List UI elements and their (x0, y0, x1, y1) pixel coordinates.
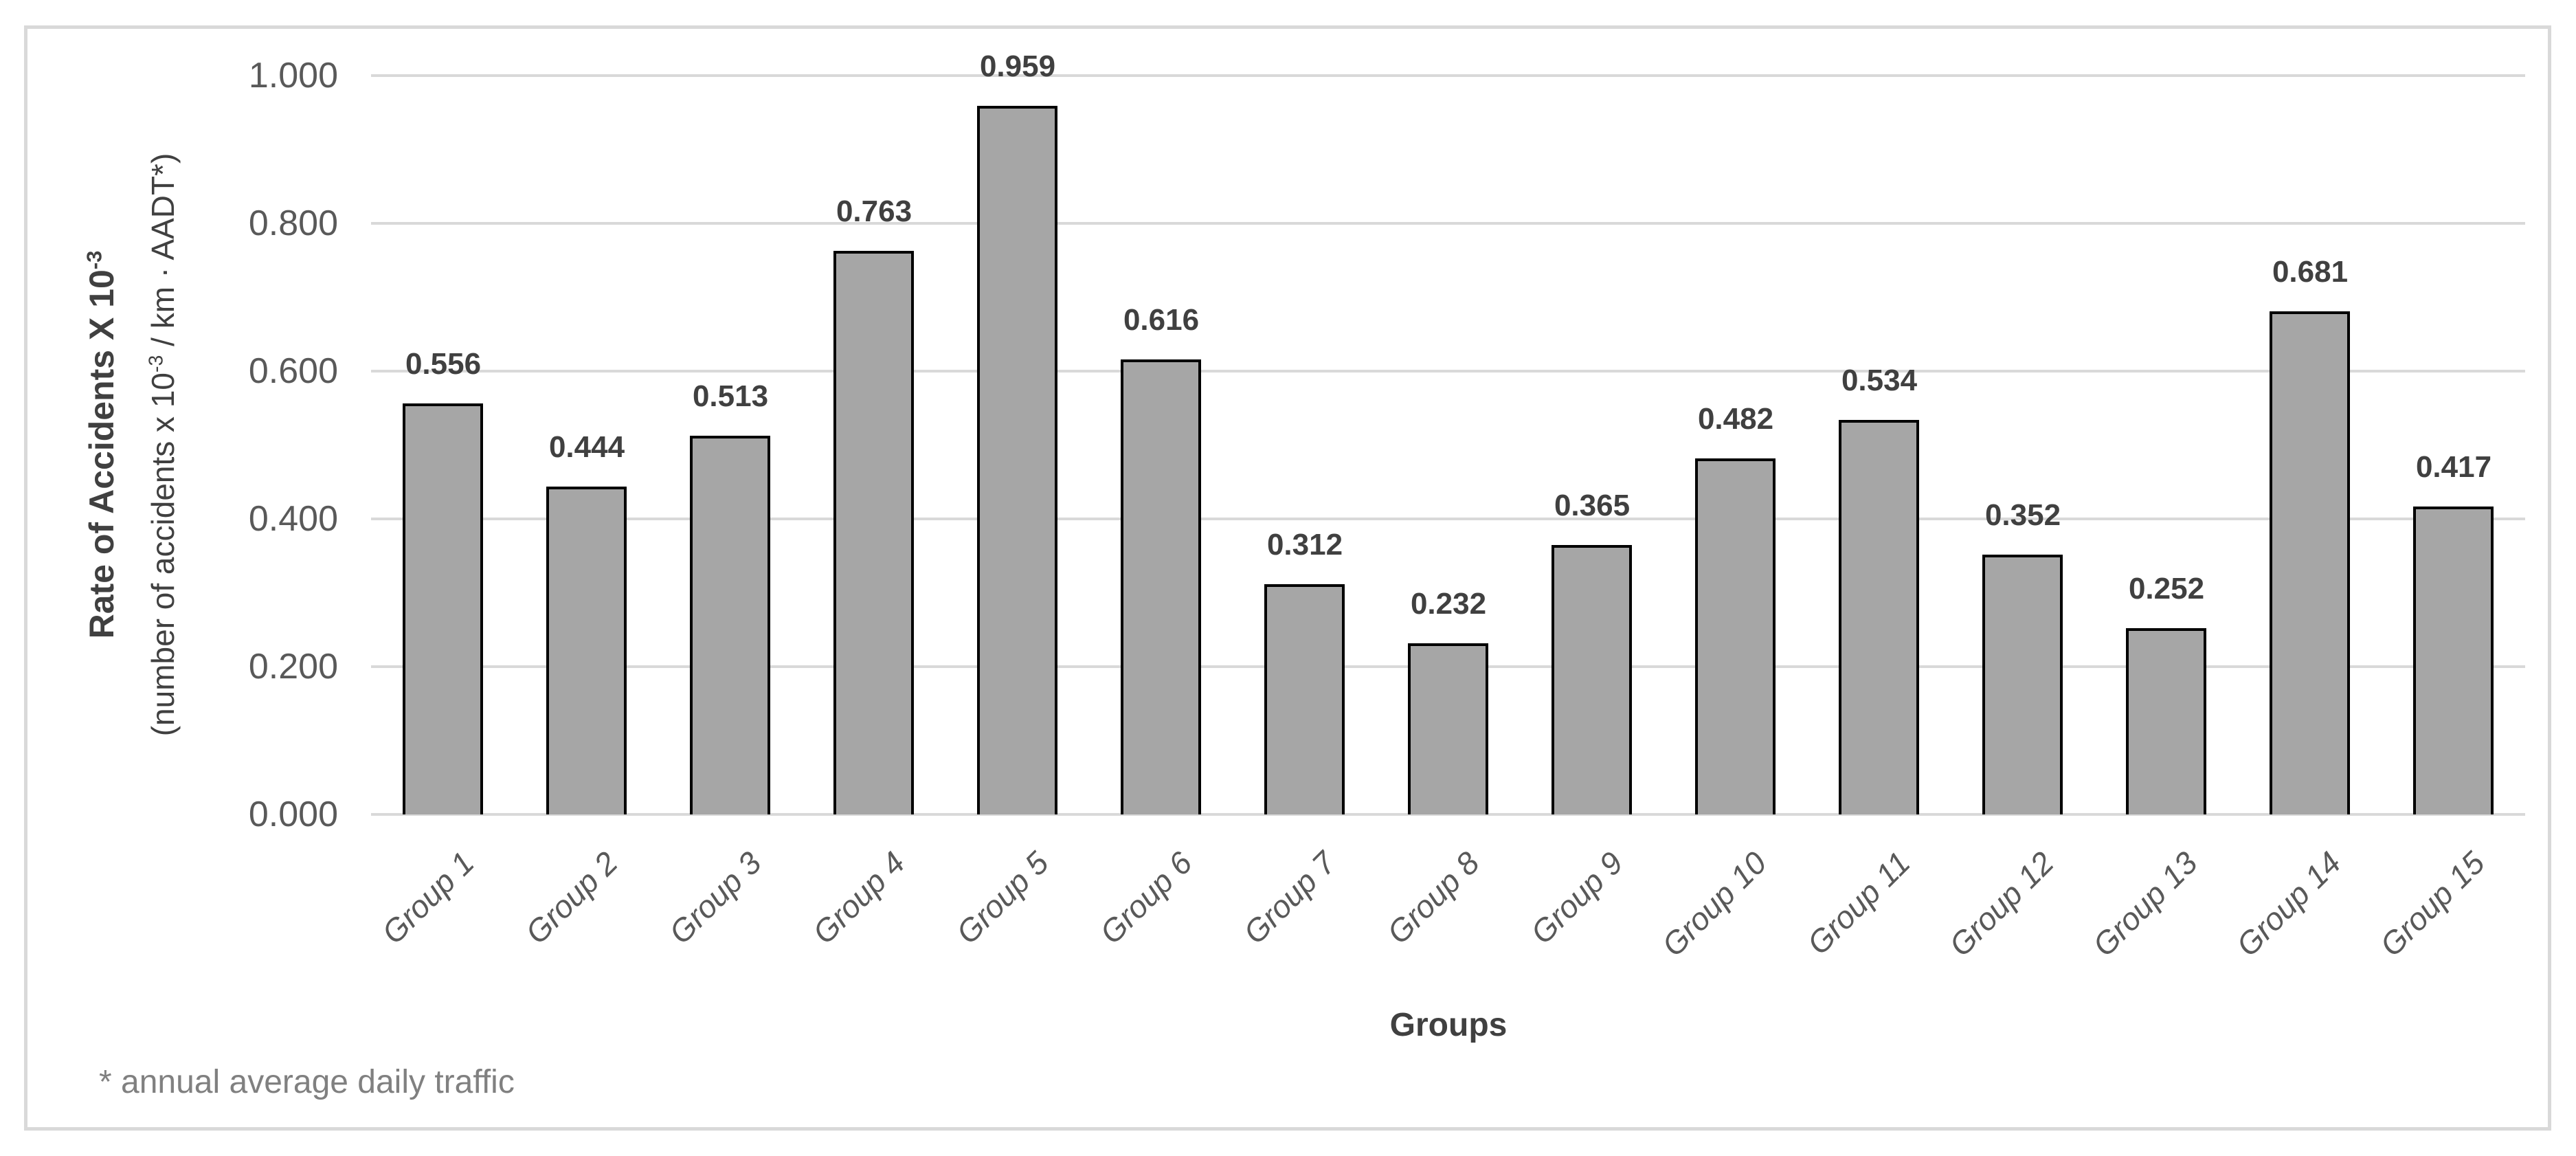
bar-value-label: 0.365 (1554, 489, 1631, 522)
bar (1839, 420, 1919, 814)
bar (403, 403, 483, 814)
x-axis-title: Groups (1389, 1007, 1508, 1043)
bar (1264, 584, 1345, 814)
x-tick-label-text: Group 5 (949, 845, 1055, 951)
gridline (371, 222, 2525, 225)
x-tick-label-text: Group 10 (1655, 845, 1773, 964)
bar-value-label: 0.513 (692, 379, 769, 413)
bar-value-label: 0.352 (1984, 498, 2061, 532)
bar-value-label: 0.556 (405, 347, 482, 381)
x-tick-label-text: Group 12 (1942, 845, 2061, 964)
gridline (371, 813, 2525, 816)
bar-value-label: 0.959 (979, 49, 1056, 83)
bar (2126, 628, 2206, 814)
bar-value-label: 0.252 (2128, 572, 2205, 605)
gridline (371, 74, 2525, 77)
bar (977, 106, 1057, 814)
x-tick-label-text: Group 13 (2085, 845, 2204, 964)
bar (690, 436, 770, 814)
y-tick-label: 1.000 (248, 56, 338, 96)
chart-frame: Rate of Accidents X 10-3 (number of acci… (24, 25, 2551, 1131)
y-tick-label: 0.000 (248, 794, 338, 834)
x-tick-label-text: Group 14 (2229, 845, 2348, 964)
bar-value-label: 0.444 (548, 430, 625, 464)
y-axis-subtitle-post: / km · AADT*) (145, 153, 181, 355)
x-tick-label-text: Group 15 (2373, 845, 2491, 964)
bar (1121, 359, 1201, 814)
bar (2413, 507, 2494, 814)
x-tick-label-text: Group 9 (1523, 845, 1630, 951)
y-axis-title-text: Rate of Accidents X 10 (82, 269, 121, 639)
bar (2270, 311, 2350, 814)
bar (833, 251, 914, 814)
bar-value-label: 0.232 (1410, 587, 1487, 621)
bar-value-label: 0.417 (2415, 450, 2492, 484)
x-tick-label-text: Group 8 (1380, 845, 1486, 951)
chart-footnote: * annual average daily traffic (99, 1064, 515, 1100)
y-tick-label: 0.200 (248, 647, 338, 687)
bar-value-label: 0.534 (1841, 364, 1918, 397)
bar-value-label: 0.681 (2272, 255, 2349, 289)
bar (1552, 545, 1632, 814)
y-axis-title: Rate of Accidents X 10-3 (82, 251, 122, 639)
y-tick-label: 0.400 (248, 499, 338, 539)
y-tick-label: 0.600 (248, 351, 338, 391)
x-tick-label-text: Group 4 (805, 845, 912, 951)
bar (1408, 643, 1488, 814)
gridline (371, 518, 2525, 520)
y-tick-label: 0.800 (248, 203, 338, 243)
x-tick-label-text: Group 7 (1236, 845, 1343, 951)
x-tick-label-text: Group 11 (1800, 845, 1917, 962)
bar-value-label: 0.763 (836, 194, 912, 228)
bar (1982, 555, 2063, 814)
x-tick-label-text: Group 2 (518, 845, 625, 951)
x-tick-label-text: Group 6 (1093, 845, 1199, 951)
x-tick-label-text: Group 1 (374, 845, 481, 951)
y-axis-title-exponent: -3 (82, 250, 107, 270)
bar (1695, 458, 1776, 814)
bar-value-label: 0.482 (1697, 402, 1774, 436)
bar-value-label: 0.616 (1123, 303, 1200, 337)
bar (546, 487, 627, 814)
gridline (371, 370, 2525, 373)
x-tick-label-text: Group 3 (662, 845, 768, 951)
bar-value-label: 0.312 (1266, 528, 1343, 562)
